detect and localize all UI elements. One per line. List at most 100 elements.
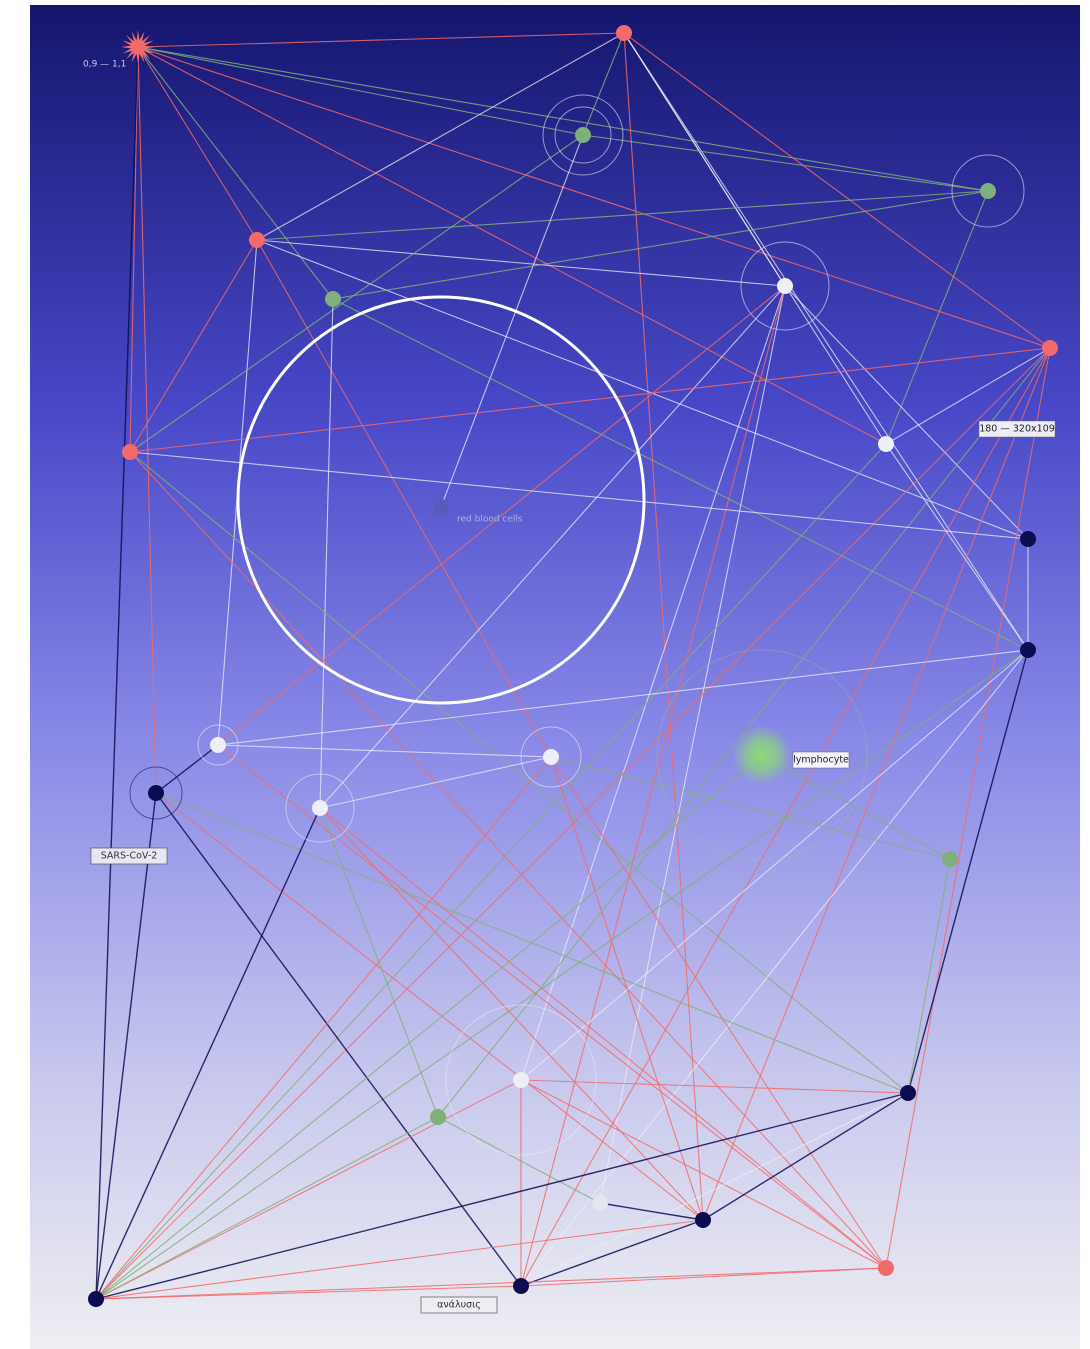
- edge: [907, 858, 951, 1094]
- edge: [129, 347, 1051, 453]
- edge: [623, 32, 1051, 349]
- edge: [129, 239, 258, 453]
- edge: [319, 807, 704, 1221]
- ring: [285, 773, 355, 843]
- edge: [95, 1219, 704, 1300]
- edge: [520, 285, 786, 1081]
- edge: [437, 1116, 601, 1204]
- edge: [907, 649, 1029, 1094]
- lymphocyte-box: [792, 751, 850, 769]
- node: [430, 1109, 446, 1125]
- edge: [319, 298, 334, 809]
- rings: [129, 94, 1025, 1156]
- node: [88, 1291, 104, 1307]
- node: [777, 278, 793, 294]
- edge: [885, 347, 1051, 445]
- edge: [702, 1092, 909, 1221]
- node: [980, 183, 996, 199]
- range-label: 0,9 — 1,1: [83, 60, 126, 70]
- edge: [95, 46, 139, 1300]
- node: [249, 232, 265, 248]
- edge: [129, 451, 887, 1269]
- edge: [155, 792, 522, 1287]
- edge: [582, 32, 625, 136]
- edge: [129, 46, 139, 453]
- node: [878, 1260, 894, 1276]
- edges: [95, 32, 1051, 1300]
- edge: [217, 744, 552, 758]
- node: [592, 1195, 608, 1211]
- edge: [599, 285, 786, 1204]
- edge: [319, 285, 786, 809]
- ring: [740, 241, 830, 331]
- edge: [95, 754, 763, 1300]
- nodes: [88, 25, 1058, 1307]
- edge: [129, 134, 584, 453]
- ring: [520, 726, 582, 788]
- edge: [319, 756, 552, 809]
- edge: [520, 1092, 909, 1287]
- edge: [95, 649, 1029, 1300]
- edge: [137, 46, 1051, 349]
- analysis-box: [420, 1296, 498, 1314]
- edge: [550, 756, 887, 1269]
- edge: [440, 134, 584, 508]
- edge: [95, 1092, 909, 1300]
- node: [210, 737, 226, 753]
- edge: [885, 190, 989, 445]
- edge: [129, 451, 909, 1094]
- node: [325, 291, 341, 307]
- edge: [332, 190, 989, 300]
- virus-label: SARS-CoV-2: [101, 851, 158, 862]
- edge: [129, 451, 1029, 540]
- edge: [217, 285, 786, 746]
- edge: [95, 1285, 522, 1300]
- node: [900, 1085, 916, 1101]
- edge: [784, 285, 1029, 540]
- edge: [520, 1079, 909, 1094]
- node: [575, 127, 591, 143]
- node: [543, 749, 559, 765]
- edge: [95, 1116, 439, 1300]
- background: [30, 5, 1080, 1349]
- ring: [129, 766, 183, 820]
- node: [312, 800, 328, 816]
- edge: [155, 792, 704, 1221]
- node: [878, 436, 894, 452]
- node: [942, 851, 958, 867]
- glow: [732, 725, 792, 785]
- ring: [951, 154, 1025, 228]
- edge: [256, 190, 989, 241]
- ring: [542, 94, 624, 176]
- rbc-label: red blood cells: [457, 515, 523, 525]
- edge: [885, 347, 1051, 1269]
- halo: [656, 649, 868, 861]
- node: [1042, 340, 1058, 356]
- edge: [217, 649, 1029, 746]
- edge: [550, 756, 704, 1221]
- edge: [623, 32, 704, 1221]
- node: [148, 785, 164, 801]
- star-node: [121, 30, 155, 64]
- edge: [520, 649, 1029, 1081]
- edge: [155, 744, 219, 794]
- edge: [761, 754, 951, 860]
- node: [1020, 531, 1036, 547]
- virus-box: [90, 847, 168, 865]
- edge: [137, 46, 258, 241]
- edge: [623, 32, 887, 445]
- edge: [256, 32, 625, 241]
- edge: [95, 1267, 887, 1300]
- node: [513, 1278, 529, 1294]
- edge: [95, 443, 887, 1300]
- edge: [95, 792, 157, 1300]
- edge: [95, 807, 321, 1300]
- edge: [95, 1079, 522, 1300]
- ring: [445, 1004, 597, 1156]
- ring: [554, 106, 612, 164]
- node: [616, 25, 632, 41]
- edge: [137, 46, 157, 794]
- edge: [702, 347, 1051, 1221]
- lymphocyte-label: lymphocyte: [793, 755, 849, 766]
